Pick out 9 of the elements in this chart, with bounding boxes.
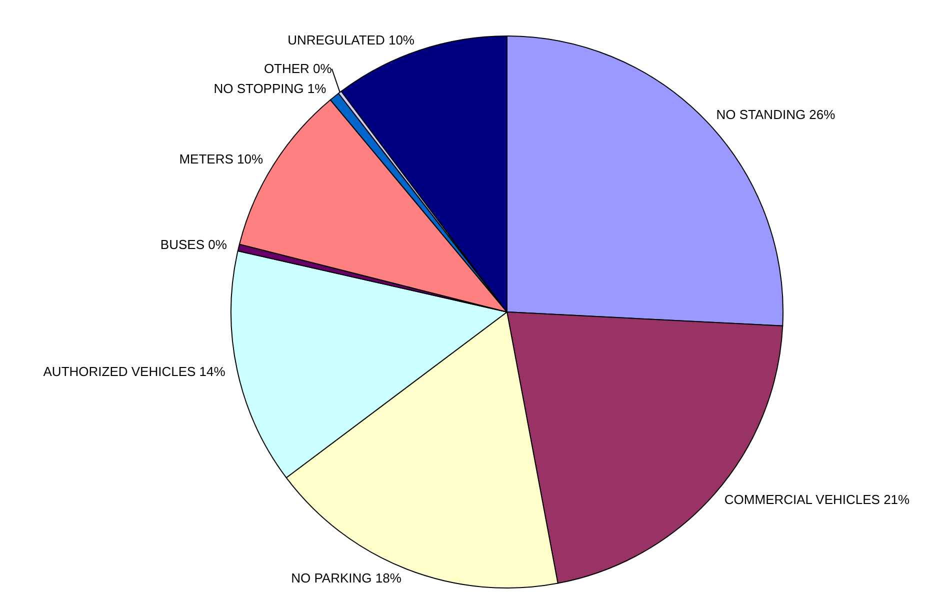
slice-label: METERS 10% <box>179 152 264 167</box>
slice-label: AUTHORIZED VEHICLES 14% <box>43 364 226 379</box>
slice-label: NO STANDING 26% <box>716 106 836 122</box>
slice-label: BUSES 0% <box>160 237 228 252</box>
slice-label: COMMERCIAL VEHICLES 21% <box>724 492 910 508</box>
slice-label: NO PARKING 18% <box>291 570 402 586</box>
slice-label: NO STOPPING 1% <box>214 80 327 96</box>
slice-label: UNREGULATED 10% <box>288 32 415 48</box>
slice-label: OTHER 0% <box>264 60 332 76</box>
